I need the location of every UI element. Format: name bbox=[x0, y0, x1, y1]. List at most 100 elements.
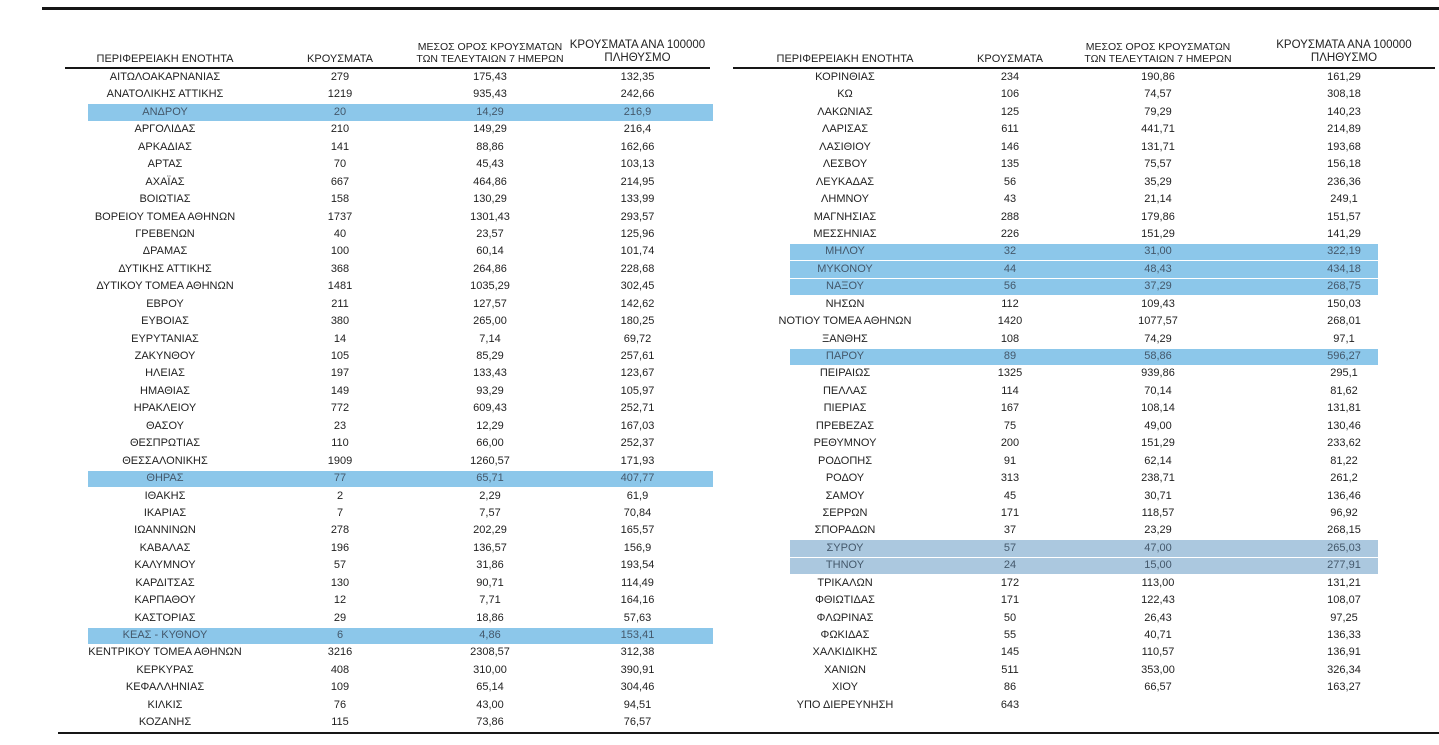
cell-cases: 288 bbox=[1000, 210, 1020, 223]
table-row: ΗΛΕΙΑΣ 197 133,43 123,67 bbox=[65, 365, 710, 382]
cell-per-100k: 171,93 bbox=[620, 454, 655, 467]
cell-7day-average: 935,43 bbox=[473, 88, 507, 101]
cell-7day-average: 2,29 bbox=[479, 489, 501, 502]
cell-per-100k: 108,07 bbox=[1327, 594, 1361, 607]
cell-cases: 105 bbox=[330, 350, 350, 362]
cell-per-100k: 236,36 bbox=[1327, 175, 1361, 188]
table-row: ΑΝΑΤΟΛΙΚΗΣ ΑΤΤΙΚΗΣ 1219 935,43 242,66 bbox=[65, 86, 710, 103]
cell-cases: 70 bbox=[333, 158, 347, 171]
cell-cases: 45 bbox=[1003, 489, 1017, 502]
table-row: ΠΡΕΒΕΖΑΣ 75 49,00 130,46 bbox=[733, 418, 1435, 435]
cell-cases: 76 bbox=[333, 698, 347, 711]
cell-region: ΗΛΕΙΑΣ bbox=[145, 367, 185, 380]
cell-cases: 149 bbox=[330, 384, 350, 397]
table-row: ΕΥΡΥΤΑΝΙΑΣ 14 7,14 69,72 bbox=[65, 331, 710, 348]
cell-cases: 1325 bbox=[997, 367, 1023, 380]
cell-7day-average: 43,00 bbox=[476, 698, 504, 711]
table-row: ΛΗΜΝΟΥ 43 21,14 249,1 bbox=[733, 191, 1435, 208]
cell-7day-average: 136,57 bbox=[473, 541, 507, 554]
cell-region: ΑΙΤΩΛΟΑΚΑΡΝΑΝΙΑΣ bbox=[109, 71, 221, 83]
table-row: ΚΕΝΤΡΙΚΟΥ ΤΟΜΕΑ ΑΘΗΝΩΝ 3216 2308,57 312,38 bbox=[65, 644, 710, 661]
cell-per-100k: 136,46 bbox=[1327, 489, 1361, 502]
cell-cases: 211 bbox=[331, 297, 349, 310]
cell-cases: 86 bbox=[1003, 681, 1017, 694]
table-row: ΤΡΙΚΑΛΩΝ 172 113,00 131,21 bbox=[733, 575, 1435, 592]
cell-cases: 667 bbox=[330, 175, 350, 188]
cell-per-100k: 161,29 bbox=[1327, 71, 1361, 83]
cell-cases: 110 bbox=[331, 437, 349, 450]
cell-7day-average: 1035,29 bbox=[470, 280, 510, 293]
cell-region: ΚΟΡΙΝΘΙΑΣ bbox=[815, 71, 875, 83]
cell-region: ΜΕΣΣΗΝΙΑΣ bbox=[813, 227, 877, 240]
cell-region: ΞΑΝΘΗΣ bbox=[822, 332, 868, 345]
column-header-region: ΠΕΡΙΦΕΡΕΙΑΚΗ ΕΝΟΤΗΤΑ bbox=[776, 53, 914, 65]
cell-cases: 2 bbox=[336, 489, 344, 502]
cell-per-100k: 596,27 bbox=[1327, 350, 1361, 362]
table-row: ΚΕΦΑΛΛΗΝΙΑΣ 109 65,14 304,46 bbox=[65, 679, 710, 696]
cell-per-100k: 76,57 bbox=[623, 716, 652, 729]
cell-per-100k: 390,91 bbox=[620, 663, 655, 676]
cell-region: ΦΩΚΙΔΑΣ bbox=[820, 629, 870, 641]
cell-7day-average: 109,43 bbox=[1141, 297, 1175, 310]
cell-per-100k: 322,19 bbox=[1327, 245, 1361, 258]
cell-per-100k: 216,4 bbox=[623, 123, 652, 136]
cell-region: ΚΕΑΣ - ΚΥΘΝΟΥ bbox=[122, 629, 208, 641]
cell-cases: 24 bbox=[1003, 559, 1017, 572]
cell-per-100k: 69,72 bbox=[623, 332, 652, 345]
cell-region: ΜΗΛΟΥ bbox=[825, 245, 865, 258]
cell-7day-average: 238,71 bbox=[1141, 472, 1175, 485]
cell-7day-average: 49,00 bbox=[1144, 419, 1172, 432]
table-row: ΦΩΚΙΔΑΣ 55 40,71 136,33 bbox=[733, 627, 1435, 644]
cell-cases: 56 bbox=[1003, 280, 1017, 293]
table-row: ΔΡΑΜΑΣ 100 60,14 101,74 bbox=[65, 243, 710, 260]
cell-per-100k: 140,23 bbox=[1327, 105, 1361, 118]
cell-7day-average: 151,29 bbox=[1141, 227, 1175, 240]
cell-region: ΠΕΛΛΑΣ bbox=[822, 384, 868, 397]
table-row: ΚΟΖΑΝΗΣ 115 73,86 76,57 bbox=[65, 714, 710, 731]
cell-per-100k: 257,61 bbox=[620, 350, 655, 362]
cell-7day-average: 35,29 bbox=[1144, 175, 1172, 188]
table-row: ΒΟΙΩΤΙΑΣ 158 130,29 133,99 bbox=[65, 191, 710, 208]
cell-cases: 380 bbox=[330, 315, 350, 328]
cell-cases: 278 bbox=[330, 524, 350, 537]
cell-region: ΛΗΜΝΟΥ bbox=[821, 193, 869, 206]
cell-per-100k: 302,45 bbox=[620, 280, 655, 293]
cell-region: ΔΥΤΙΚΟΥ ΤΟΜΕΑ ΑΘΗΝΩΝ bbox=[96, 280, 234, 293]
cell-per-100k: 304,46 bbox=[620, 681, 655, 694]
cell-region: ΚΟΖΑΝΗΣ bbox=[138, 716, 192, 729]
cell-per-100k: 214,89 bbox=[1327, 123, 1361, 136]
cell-7day-average: 48,43 bbox=[1144, 262, 1172, 275]
cell-7day-average: 45,43 bbox=[476, 158, 504, 171]
cell-7day-average: 464,86 bbox=[473, 175, 507, 188]
cell-per-100k: 105,97 bbox=[620, 384, 655, 397]
cell-7day-average: 4,86 bbox=[479, 629, 501, 641]
cell-cases: 108 bbox=[1000, 332, 1020, 345]
table-row: ΚΑΒΑΛΑΣ 196 136,57 156,9 bbox=[65, 540, 710, 557]
cell-per-100k: 132,35 bbox=[620, 71, 655, 83]
cell-region: ΖΑΚΥΝΘΟΥ bbox=[134, 350, 196, 362]
cell-per-100k: 97,25 bbox=[1330, 611, 1358, 624]
table-row: ΣΑΜΟΥ 45 30,71 136,46 bbox=[733, 488, 1435, 505]
cell-cases: 7 bbox=[336, 506, 344, 519]
cell-region: ΗΡΑΚΛΕΙΟΥ bbox=[133, 402, 197, 415]
cell-cases: 313 bbox=[1000, 472, 1020, 485]
table-row: ΛΑΚΩΝΙΑΣ 125 79,29 140,23 bbox=[733, 104, 1435, 121]
cell-cases: 135 bbox=[1000, 158, 1020, 171]
cell-cases: 511 bbox=[1001, 663, 1019, 676]
cell-region: ΚΕΡΚΥΡΑΣ bbox=[136, 663, 194, 676]
cell-region: ΧΑΛΚΙΔΙΚΗΣ bbox=[812, 646, 878, 659]
cell-region: ΝΗΣΩΝ bbox=[825, 297, 865, 310]
cell-per-100k: 228,68 bbox=[620, 262, 655, 275]
cell-per-100k: 141,29 bbox=[1327, 227, 1361, 240]
cell-region: ΧΙΟΥ bbox=[832, 681, 858, 694]
cell-7day-average: 175,43 bbox=[473, 71, 507, 83]
cell-cases: 44 bbox=[1003, 262, 1017, 275]
cell-region: ΑΡΤΑΣ bbox=[147, 158, 183, 171]
cell-cases: 125 bbox=[1000, 105, 1020, 118]
table-row: ΡΕΘΥΜΝΟΥ 200 151,29 233,62 bbox=[733, 435, 1435, 452]
cell-7day-average: 609,43 bbox=[473, 402, 507, 415]
cell-per-100k: 130,46 bbox=[1327, 419, 1361, 432]
table-row: ΒΟΡΕΙΟΥ ΤΟΜΕΑ ΑΘΗΝΩΝ 1737 1301,43 293,57 bbox=[65, 209, 710, 226]
cell-7day-average: 18,86 bbox=[476, 611, 504, 624]
cell-region: ΒΟΙΩΤΙΑΣ bbox=[139, 193, 191, 206]
